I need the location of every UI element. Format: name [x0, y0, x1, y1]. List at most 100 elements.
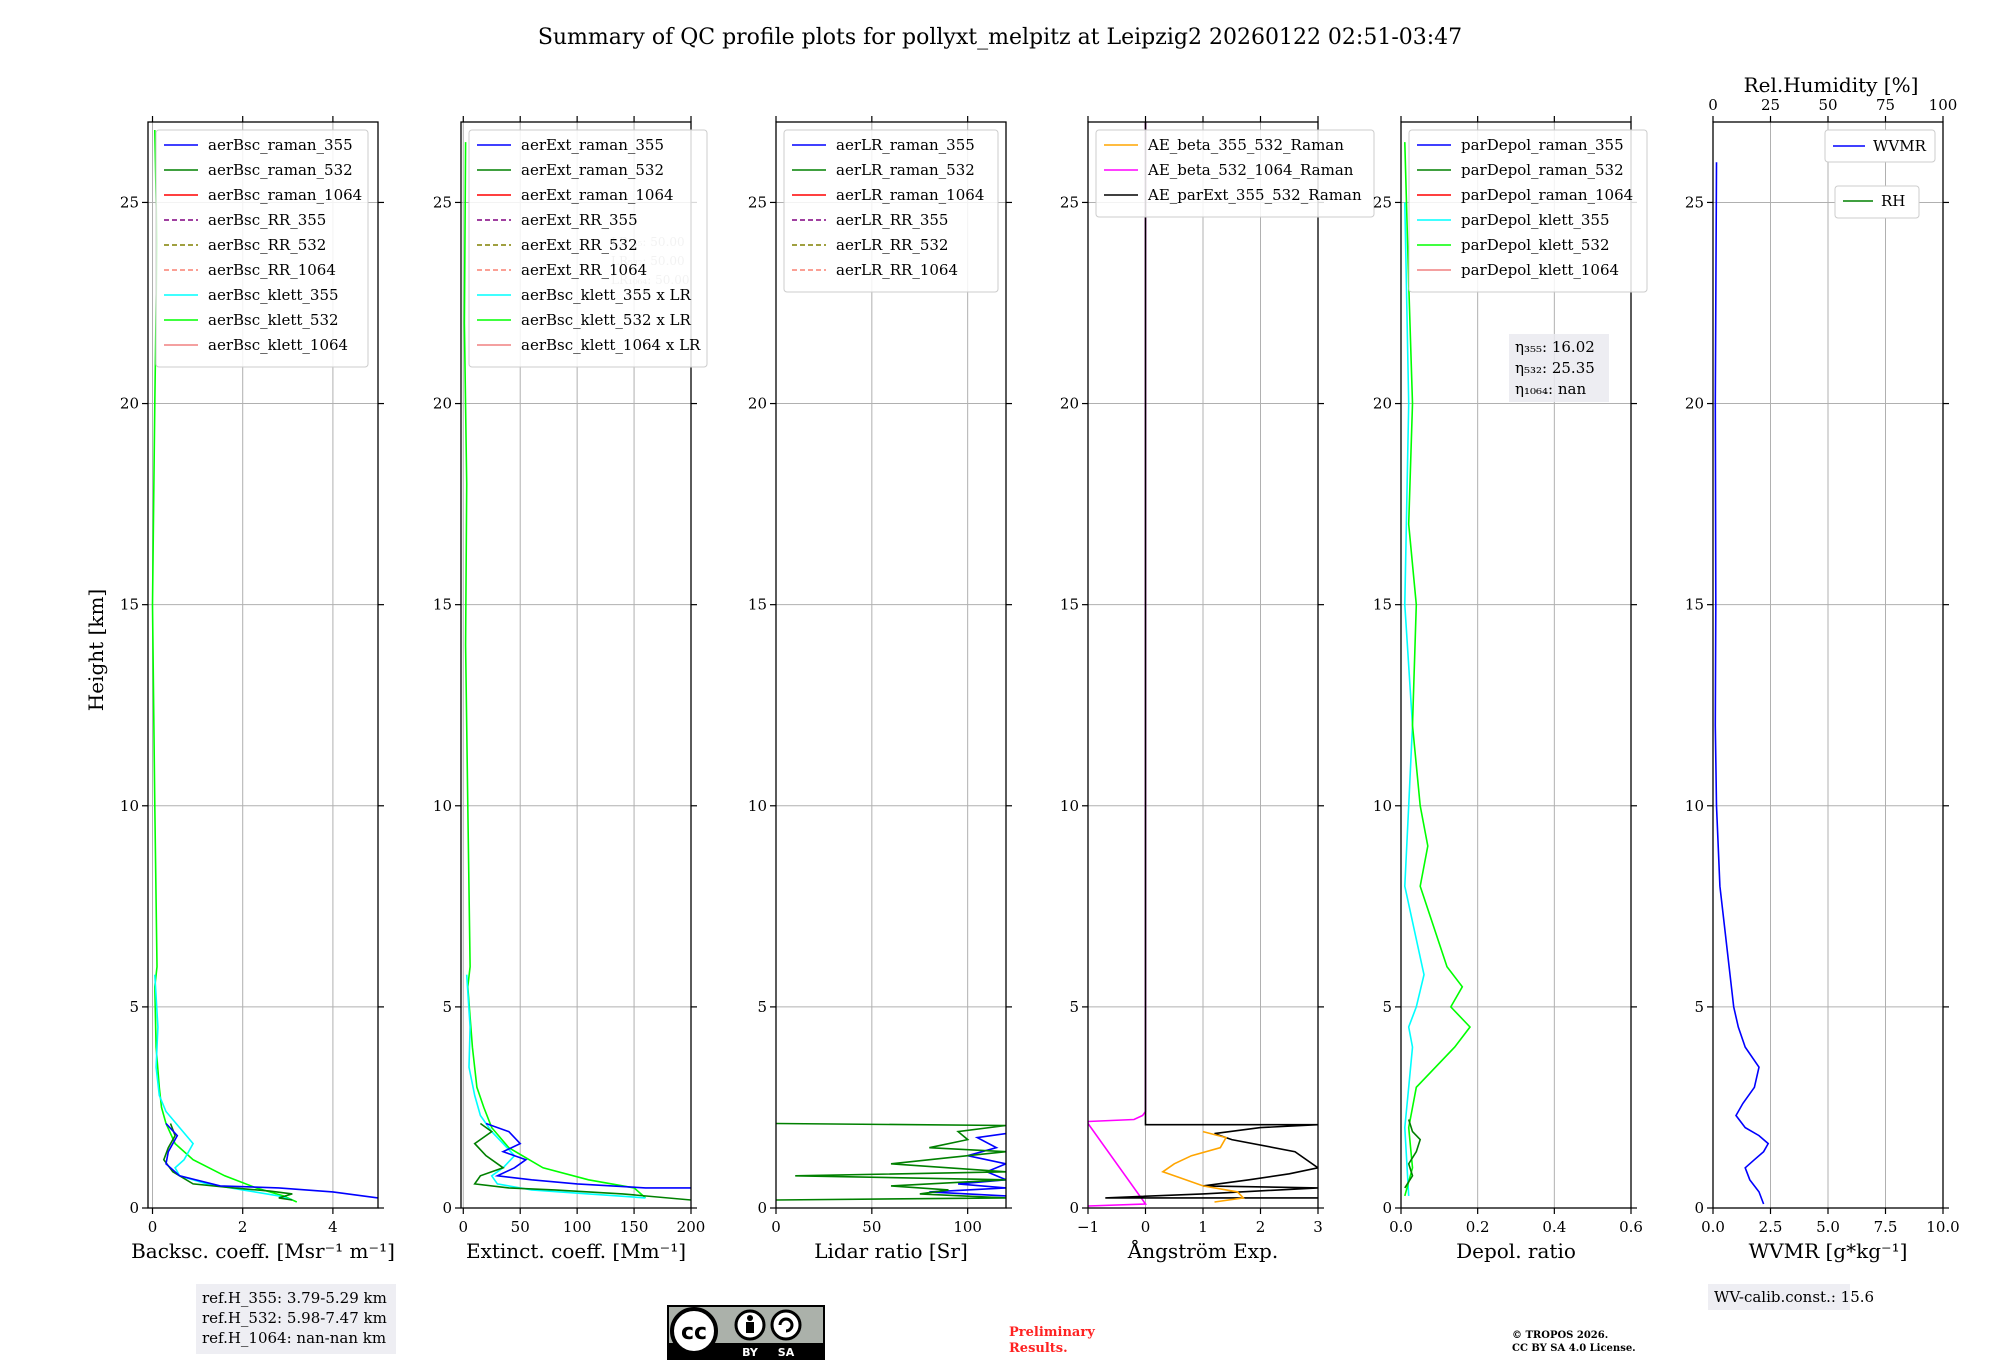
series-aerBsc_klett_355: [154, 974, 293, 1201]
series-AE_parExt_355_532_Raman: [1105, 122, 1318, 1199]
series-group: [1403, 142, 1472, 1197]
y-tick-label: 15: [748, 596, 767, 614]
legend-item: aerBsc_klett_532 x LR: [521, 311, 692, 329]
series-group: [151, 129, 378, 1203]
y-tick-label: 0: [1694, 1199, 1704, 1217]
legend-item: aerExt_RR_355: [521, 211, 638, 229]
legend: aerLR_raman_355 aerLR_raman_532 aerLR_rama…: [783, 129, 999, 293]
x-tick-label: 2.5: [1759, 1218, 1783, 1236]
series-aerBsc_klett_355 x LR: [465, 974, 646, 1199]
eta-value: η₅₃₂: 25.35: [1515, 359, 1595, 377]
axes-frame: [775, 121, 1007, 1209]
series-parDepol_raman_532: [1404, 1119, 1422, 1189]
y-tick-label: 25: [1373, 193, 1392, 211]
y-tick-label: 20: [748, 395, 767, 413]
x-tick-label: 7.5: [1874, 1218, 1898, 1236]
y-tick-label: 0: [757, 1199, 767, 1217]
y-tick-label: 5: [1069, 998, 1079, 1016]
y-tick-label: 20: [1373, 395, 1392, 413]
panel-wv: 0.0 2.5 5.0 7.5 10.0 0 5 10 15 20 25 WVMR [g*kg⁻¹] 0…: [1685, 73, 2000, 1263]
ref-heights-box: ref.H_355: 3.79-5.29 km ref.H_532: 5.98-…: [196, 1284, 396, 1354]
x-tick-label: 0: [1141, 1218, 1151, 1236]
legend-item: aerExt_raman_355: [521, 136, 664, 154]
y-tick-label: 10: [1373, 797, 1392, 815]
eta-box: η₃₅₅: 16.02 η₅₃₂: 25.35 η₁₀₆₄: nan: [1509, 334, 1609, 402]
top-x-tick-label: 75: [1876, 96, 1895, 114]
y-tick-label: 25: [433, 193, 452, 211]
calib-const-box: WV-calib.const.: 15.6: [1708, 1284, 1874, 1310]
x-tick-label: 4: [328, 1218, 338, 1236]
series-aerExt_raman_355: [485, 1122, 691, 1189]
cc-license-badge: cc BY SA: [667, 1305, 825, 1360]
ref-height-355: ref.H_355: 3.79-5.29 km: [202, 1289, 387, 1307]
y-tick-label: 20: [1060, 395, 1079, 413]
y-tick-label: 15: [1373, 596, 1392, 614]
y-tick-label: 5: [1694, 998, 1704, 1016]
x-tick-label: 0.0: [1389, 1218, 1413, 1236]
y-tick-label: 15: [1060, 596, 1079, 614]
legend-item: aerBsc_klett_355 x LR: [521, 286, 692, 304]
series-parDepol_klett_532: [1404, 142, 1472, 1197]
series-WVMR: [1714, 162, 1770, 1205]
ref-height-532: ref.H_532: 5.98-7.47 km: [202, 1309, 387, 1327]
sa-label: SA: [778, 1346, 795, 1359]
y-tick-label: 15: [433, 596, 452, 614]
legend: AE_beta_355_532_Raman AE_beta_532_1064_Ra…: [1095, 129, 1375, 218]
series-group: [776, 1122, 1006, 1201]
top-axis-label: Rel.Humidity [%]: [1744, 73, 1919, 97]
legend: aerExt_raman_355 aerExt_raman_532 aerExt_r…: [468, 129, 708, 368]
copyright-line-2: CC BY SA 4.0 License.: [1512, 1343, 1636, 1354]
y-tick-label: 10: [120, 797, 139, 815]
legend-item: aerExt_RR_1064: [521, 261, 647, 279]
x-tick-label: 50: [511, 1218, 530, 1236]
x-axis-label: Depol. ratio: [1456, 1239, 1576, 1263]
top-x-tick-label: 100: [1929, 96, 1958, 114]
ref-height-1064: ref.H_1064: nan-nan km: [202, 1329, 386, 1347]
y-tick-label: 0: [442, 1199, 452, 1217]
series-aerBsc_raman_355: [165, 1122, 378, 1199]
series-AE_beta_532_1064_Raman: [1088, 122, 1148, 1207]
legend-item: parDepol_raman_355: [1461, 136, 1624, 154]
by-label: BY: [742, 1346, 759, 1359]
legend-item: AE_beta_355_532_Raman: [1147, 136, 1344, 154]
axes-frame: [1400, 121, 1632, 1209]
legend: aerBsc_raman_355 aerBsc_raman_532 aerBsc_r…: [155, 129, 369, 368]
legend-item: aerLR_RR_1064: [836, 261, 958, 279]
cc-icon: [670, 1307, 718, 1355]
legend-item: aerLR_raman_355: [836, 136, 975, 154]
series-aerLR_raman_532: [776, 1122, 1006, 1201]
legend-item: aerBsc_klett_1064: [208, 336, 348, 354]
y-tick-label: 10: [1060, 797, 1079, 815]
legend-item: aerBsc_RR_532: [208, 236, 326, 254]
panel-ext: 0 50 100 150 200 0 5 10 15 20 25 Extinct. coeff. [M…: [433, 116, 708, 1263]
y-tick-label: 5: [1382, 998, 1392, 1016]
x-tick-label: 2: [238, 1218, 248, 1236]
x-tick-label: 150: [620, 1218, 649, 1236]
y-tick-label: 15: [1685, 596, 1704, 614]
x-tick-label: 50: [862, 1218, 881, 1236]
x-tick-label: 0: [459, 1218, 469, 1236]
figure-title: Summary of QC profile plots for pollyxt_…: [538, 25, 1462, 50]
legend-item: parDepol_raman_1064: [1461, 186, 1633, 204]
copyright-line-1: © TROPOS 2026.: [1512, 1330, 1608, 1341]
cc-icon-text: cc: [681, 1320, 707, 1345]
series-AE_beta_355_532_Raman: [1161, 1130, 1245, 1203]
eta-value: η₁₀₆₄: nan: [1515, 380, 1586, 398]
eta-value: η₃₅₅: 16.02: [1515, 338, 1595, 356]
y-tick-label: 5: [129, 998, 139, 1016]
y-tick-label: 20: [1685, 395, 1704, 413]
y-tick-label: 20: [120, 395, 139, 413]
panel-depol: 0.0 0.2 0.4 0.6 0 5 10 15 20 25 Depol. ratio parDep…: [1373, 116, 1648, 1263]
legend-item: WVMR: [1873, 137, 1927, 155]
series-aerBsc_klett_532 x LR: [463, 142, 647, 1199]
x-tick-label: 0.4: [1542, 1218, 1566, 1236]
wv-calib-const: WV-calib.const.: 15.6: [1714, 1288, 1874, 1306]
y-tick-label: 0: [129, 1199, 139, 1217]
legend-rh: RH: [1834, 185, 1920, 219]
y-tick-label: 25: [748, 193, 767, 211]
y-tick-label: 5: [757, 998, 767, 1016]
y-tick-label: 25: [1685, 193, 1704, 211]
x-tick-label: 2: [1256, 1218, 1266, 1236]
series-RH: [1989, 778, 2000, 1204]
